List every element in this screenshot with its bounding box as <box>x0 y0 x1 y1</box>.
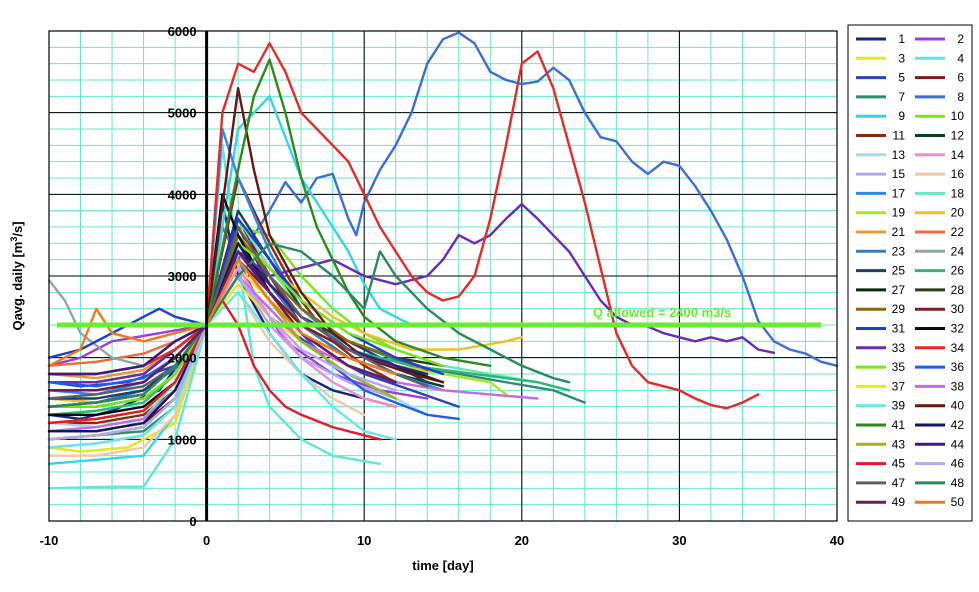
legend-label-19: 19 <box>892 206 906 220</box>
legend-label-4: 4 <box>957 51 964 65</box>
legend-label-28: 28 <box>951 283 965 297</box>
x-tick-label: 0 <box>203 533 210 548</box>
legend-label-18: 18 <box>951 186 965 200</box>
legend-label-47: 47 <box>892 476 906 490</box>
y-tick-label: 1000 <box>168 432 197 447</box>
legend-label-25: 25 <box>892 264 906 278</box>
legend-label-27: 27 <box>892 283 906 297</box>
legend-label-16: 16 <box>951 167 965 181</box>
legend-label-36: 36 <box>951 360 965 374</box>
legend-label-44: 44 <box>951 437 965 451</box>
legend-label-49: 49 <box>892 495 906 509</box>
legend-label-50: 50 <box>951 495 965 509</box>
legend-label-21: 21 <box>892 225 906 239</box>
y-tick-label: 3000 <box>168 269 197 284</box>
series-line-33 <box>47 202 776 384</box>
legend-label-10: 10 <box>951 109 965 123</box>
legend-label-40: 40 <box>951 399 965 413</box>
legend-label-13: 13 <box>892 148 906 162</box>
legend-label-8: 8 <box>957 90 964 104</box>
legend-label-5: 5 <box>898 71 905 85</box>
legend-label-34: 34 <box>951 341 965 355</box>
legend-label-42: 42 <box>951 418 965 432</box>
y-axis-title: Qavg. daily [m3/s] <box>9 221 25 330</box>
x-tick-label: 10 <box>357 533 371 548</box>
y-axis-title-tail: /s] <box>10 221 25 236</box>
legend-label-11: 11 <box>893 129 906 143</box>
legend-label-15: 15 <box>892 167 906 181</box>
y-axis-title-sup: 3 <box>9 237 19 242</box>
y-tick-label: 0 <box>189 514 196 529</box>
series-line-34 <box>47 42 760 410</box>
legend-label-7: 7 <box>898 90 905 104</box>
legend-label-1: 1 <box>898 32 905 46</box>
y-tick-label: 2000 <box>168 351 197 366</box>
series-line-38 <box>47 274 539 433</box>
legend-label-24: 24 <box>951 244 965 258</box>
x-axis-title: time [day] <box>412 558 473 573</box>
legend-label-33: 33 <box>892 341 906 355</box>
legend-label-22: 22 <box>951 225 965 239</box>
legend-box <box>847 24 973 522</box>
legend-label-17: 17 <box>892 186 906 200</box>
legend-label-35: 35 <box>892 360 906 374</box>
x-tick-label: 20 <box>515 533 529 548</box>
legend-label-23: 23 <box>892 244 906 258</box>
series-line-47 <box>47 225 429 400</box>
series-line-49 <box>47 250 397 392</box>
y-axis-title-main: Qavg. daily [m <box>10 242 25 331</box>
y-tick-label: 6000 <box>168 24 197 39</box>
legend-label-20: 20 <box>951 206 965 220</box>
legend-label-31: 31 <box>892 322 906 336</box>
series-line-45 <box>47 299 382 441</box>
legend-label-14: 14 <box>951 148 965 162</box>
legend-label-43: 43 <box>892 437 906 451</box>
x-tick-label: 30 <box>672 533 686 548</box>
threshold-label: Q allowed = 2400 m3/s <box>593 305 731 320</box>
legend-label-41: 41 <box>892 418 906 432</box>
legend-label-29: 29 <box>892 302 906 316</box>
y-tick-label: 4000 <box>168 187 197 202</box>
legend-label-37: 37 <box>892 379 906 393</box>
legend-label-30: 30 <box>951 302 965 316</box>
x-tick-label: -10 <box>40 533 59 548</box>
series-line-50 <box>47 258 397 376</box>
legend-label-45: 45 <box>892 457 906 471</box>
series-line-48 <box>47 242 571 408</box>
legend-label-39: 39 <box>892 399 906 413</box>
series-line-39 <box>47 291 397 449</box>
legend-label-3: 3 <box>898 51 905 65</box>
plot-border <box>48 30 838 522</box>
series-line-25 <box>47 209 429 400</box>
series-layer <box>47 31 839 490</box>
legend-label-9: 9 <box>898 109 905 123</box>
y-tick-label: 5000 <box>168 106 197 121</box>
x-axis-ticks: -10 0 10 20 30 40 <box>40 533 845 548</box>
legend-label-6: 6 <box>957 71 964 85</box>
legend-label-38: 38 <box>951 379 965 393</box>
legend-label-12: 12 <box>951 129 965 143</box>
legend-label-48: 48 <box>951 476 965 490</box>
legend-label-2: 2 <box>957 32 964 46</box>
legend-label-26: 26 <box>951 264 965 278</box>
x-tick-label: 40 <box>830 533 844 548</box>
legend-label-46: 46 <box>951 457 965 471</box>
legend-label-32: 32 <box>951 322 965 336</box>
threshold-layer: Q allowed = 2400 m3/s <box>56 305 822 328</box>
y-axis-ticks: 0 1000 2000 3000 4000 5000 6000 <box>168 24 197 529</box>
series-line-8 <box>47 31 839 404</box>
